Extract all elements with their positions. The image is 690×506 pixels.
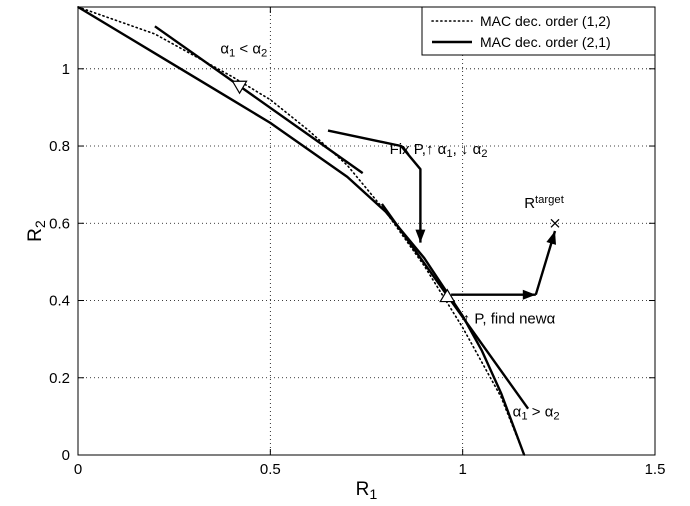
legend-box xyxy=(421,6,656,56)
cross-marker xyxy=(550,218,560,228)
arrow-layer xyxy=(327,129,557,300)
annotation-text: α1 > α2 xyxy=(513,403,560,422)
triangle-up-marker xyxy=(439,288,456,303)
annotation-text: α1 < α2 xyxy=(220,40,267,59)
x-tick-label: 1.5 xyxy=(645,461,666,478)
legend-label: MAC dec. order (1,2) xyxy=(480,13,611,29)
annotation-text: Fix P,↑ α1, ↓ α2 xyxy=(390,141,488,160)
x-axis-label: R1 xyxy=(356,479,378,503)
arrow-head xyxy=(415,229,426,243)
series-line-2 xyxy=(77,5,526,456)
y-tick-label: 0.6 xyxy=(49,215,70,232)
tick-layer: 0 0.5 1 1.5 0 0.2 0.4 0.6 0.8 1 xyxy=(49,7,665,478)
annotation-text: ↑ P, find newα xyxy=(463,311,556,328)
axis-labels: R1 R2 xyxy=(25,220,377,503)
arrow-line xyxy=(327,129,422,243)
legend: MAC dec. order (1,2) MAC dec. order (2,1) xyxy=(421,6,656,56)
annotation-text: Rtarget xyxy=(524,194,564,212)
y-tick-label: 0.8 xyxy=(49,138,70,155)
x-tick-label: 1 xyxy=(458,461,466,478)
axes-frame xyxy=(77,6,656,456)
x-tick-label: 0 xyxy=(74,461,82,478)
arrow-head xyxy=(546,231,556,245)
annotation-layer: α1 < α2 Fix P,↑ α1, ↓ α2 Rtarget ↑ P, find … xyxy=(220,40,564,422)
arrow-head xyxy=(522,289,536,300)
tangent-line xyxy=(380,203,530,410)
y-tick-label: 0.4 xyxy=(49,293,70,310)
y-tick-label: 0 xyxy=(62,447,70,464)
y-tick-label: 1 xyxy=(62,61,70,78)
grid xyxy=(78,7,655,455)
legend-label: MAC dec. order (2,1) xyxy=(480,34,611,50)
y-tick-label: 0.2 xyxy=(49,370,70,387)
tangent-line xyxy=(154,25,364,175)
y-axis-label: R2 xyxy=(25,220,49,242)
tangent-layer xyxy=(154,25,530,410)
x-tick-label: 0.5 xyxy=(260,461,281,478)
marker-layer xyxy=(231,80,560,303)
triangle-down-marker xyxy=(231,80,248,95)
